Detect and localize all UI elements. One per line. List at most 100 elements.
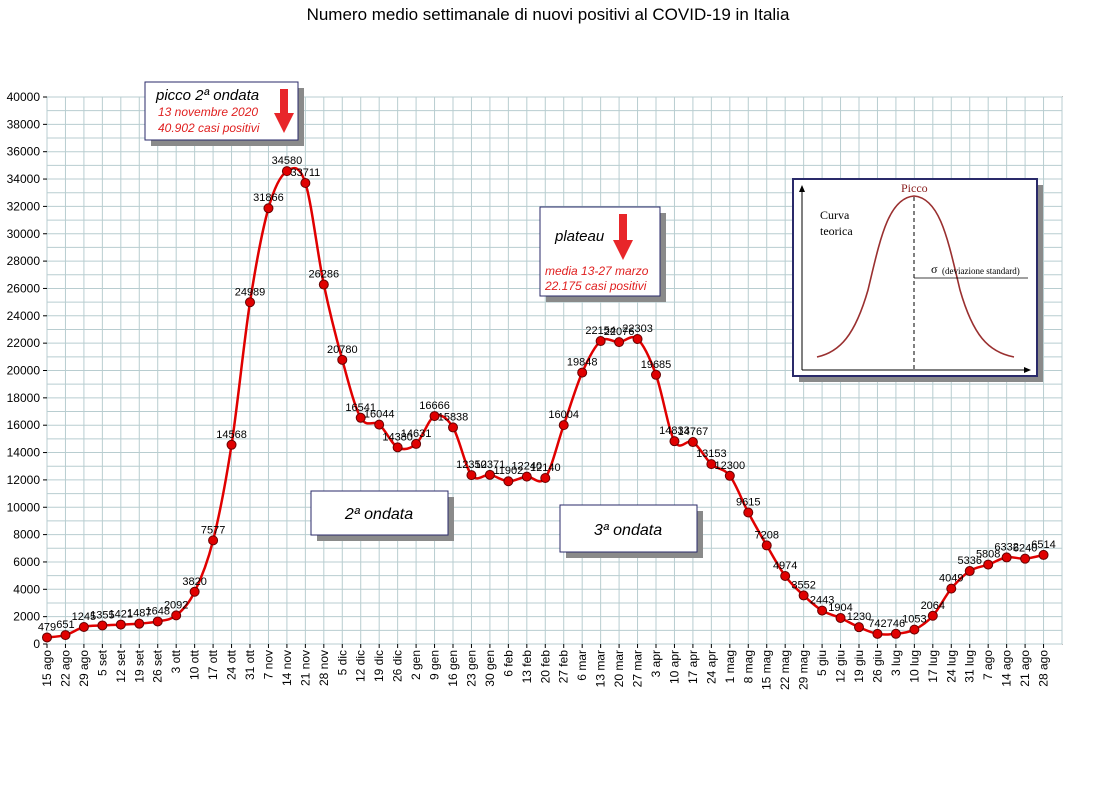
y-tick-label: 6000: [13, 555, 40, 569]
data-label: 22303: [622, 323, 653, 335]
data-point: [1038, 549, 1049, 560]
data-label: 4049: [939, 573, 963, 585]
x-tick-label: 29 mag: [797, 650, 811, 690]
data-label: 12350: [456, 459, 487, 471]
data-label: 11902: [493, 465, 523, 477]
data-label: 9615: [736, 497, 760, 509]
x-tick-label: 6 mar: [575, 650, 589, 681]
data-point: [890, 628, 901, 639]
x-tick-label: 27 mar: [631, 650, 645, 687]
x-tick-label: 26 dic: [391, 650, 405, 682]
data-point: [817, 605, 828, 616]
x-tick-label: 3 ott: [169, 649, 183, 673]
data-label: 1487: [127, 608, 151, 620]
peak-callout-box: [144, 81, 299, 141]
data-label: 19685: [641, 359, 672, 371]
data-label: 7577: [201, 524, 225, 536]
plateau-callout-box: [539, 206, 661, 297]
data-point: [927, 610, 938, 621]
y-tick-label: 32000: [7, 199, 41, 213]
data-point: [669, 436, 680, 447]
y-tick-label: 20000: [7, 364, 41, 378]
wave3-label: 3ª ondata: [559, 504, 703, 558]
inset-sigma-note: (deviazione standard): [942, 266, 1020, 276]
x-tick-label: 5 dic: [335, 650, 349, 675]
data-label: 2064: [921, 600, 945, 612]
x-tick-label: 24 ott: [225, 649, 239, 680]
x-tick-label: 10 ott: [188, 649, 202, 680]
data-point: [761, 540, 772, 551]
y-tick-label: 12000: [7, 473, 41, 487]
data-point: [318, 279, 329, 290]
inset-bell-curve: [816, 195, 1015, 358]
peak-callout-cases: 40.902 casi positivi: [158, 121, 260, 135]
data-label: 7208: [754, 529, 778, 541]
x-tick-label: 12 giu: [834, 650, 848, 683]
data-point: [337, 354, 348, 365]
x-tick-label: 13 mar: [594, 650, 608, 687]
data-point: [909, 624, 920, 635]
data-label: 1230: [847, 611, 871, 623]
data-point: [392, 442, 403, 453]
data-label: 33711: [290, 167, 320, 179]
x-tick-label: 17 apr: [686, 650, 700, 684]
x-tick-label: 24 apr: [704, 650, 718, 684]
data-label: 22154: [585, 325, 616, 337]
x-tick-label: 16 gen: [446, 650, 460, 687]
y-tick-label: 8000: [13, 528, 40, 542]
data-point: [946, 583, 957, 594]
x-tick-label: 10 apr: [667, 650, 681, 684]
data-point: [651, 369, 661, 380]
data-point: [521, 471, 532, 482]
data-label: 14833: [659, 425, 690, 437]
x-tick-label: 10 lug: [907, 650, 921, 683]
data-label: 6514: [1031, 539, 1055, 551]
wave3-label-text: 3ª ondata: [594, 522, 662, 539]
data-label: 34580: [272, 155, 303, 167]
x-tick-label: 31 ott: [243, 649, 257, 680]
data-point: [300, 178, 311, 189]
series-markers: [42, 166, 1049, 643]
data-point: [964, 566, 975, 577]
data-label: 6332: [994, 541, 1018, 553]
data-point: [484, 469, 495, 480]
data-point: [189, 586, 200, 597]
data-point: [854, 622, 864, 633]
data-label: 479: [38, 621, 56, 633]
x-tick-label: 26 giu: [870, 650, 884, 683]
x-tick-label: 19 giu: [852, 650, 866, 683]
down-arrow-icon: [274, 89, 294, 133]
data-label: 6240: [1013, 543, 1037, 555]
data-label: 746: [887, 618, 905, 630]
data-label: 14631: [401, 428, 432, 440]
data-point: [577, 367, 588, 378]
data-point: [835, 612, 846, 623]
inset-curva-label: Curva: [820, 208, 850, 222]
data-label: 15838: [438, 411, 469, 423]
x-tick-label: 5 giu: [815, 650, 829, 676]
data-label: 14568: [216, 429, 247, 441]
peak-callout-date: 13 novembre 2020: [158, 105, 258, 119]
x-tick-label: 5 set: [95, 649, 109, 676]
down-arrow-icon: [613, 214, 633, 260]
data-label: 12371: [475, 459, 506, 471]
y-tick-label: 14000: [7, 446, 41, 460]
data-point: [60, 630, 71, 641]
x-tick-label: 21 ago: [1018, 650, 1032, 687]
x-tick-label: 24 lug: [944, 650, 958, 683]
y-tick-label: 2000: [13, 610, 40, 624]
data-label: 1421: [109, 609, 133, 621]
wave2-label: 2ª ondata: [310, 490, 454, 541]
x-tick-label: 23 gen: [464, 650, 478, 687]
x-axis-ticks: 15 ago 22 ago 29 ago 5 set 12 set 19 set 26 se…: [40, 644, 1051, 690]
data-label: 4974: [773, 560, 797, 572]
data-point: [152, 616, 163, 627]
data-point: [245, 297, 255, 308]
y-tick-label: 10000: [7, 500, 41, 514]
x-tick-label: 12 set: [114, 649, 128, 682]
data-point: [466, 470, 477, 481]
data-point: [1020, 553, 1031, 564]
data-point: [743, 507, 754, 518]
data-label: 1355: [90, 609, 114, 621]
x-tick-label: 14 nov: [280, 650, 294, 686]
